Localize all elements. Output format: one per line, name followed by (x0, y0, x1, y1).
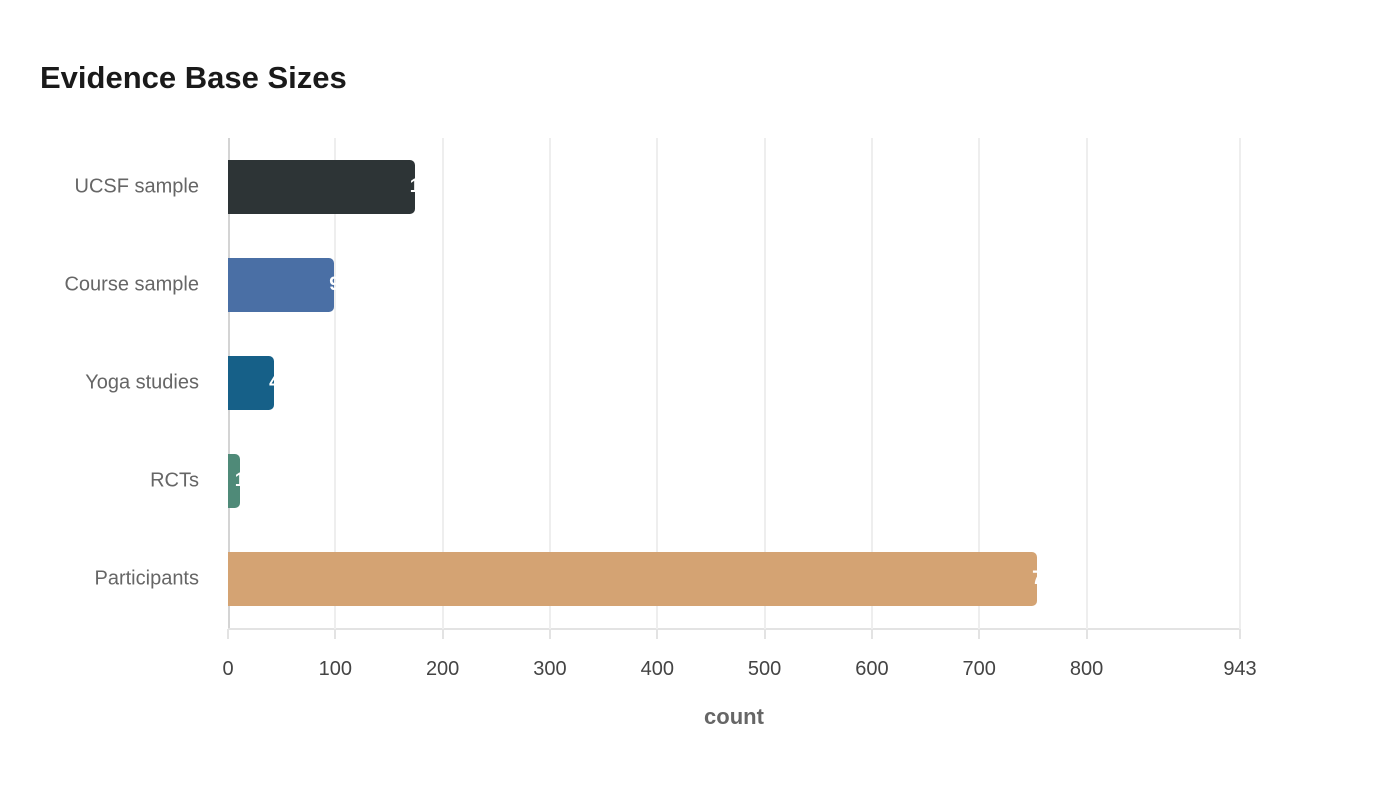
gridline (978, 138, 981, 629)
category-label: UCSF sample (74, 175, 199, 198)
x-tick-label: 0 (222, 658, 234, 680)
bar-yoga-studies: 43 (228, 356, 290, 410)
x-tick (978, 629, 981, 639)
category-label: RCTs (150, 469, 199, 492)
x-tick-label: 200 (425, 658, 460, 680)
bar-course-sample: 99 (228, 258, 350, 312)
bar-value-label: 99 (329, 274, 351, 295)
x-tick-label: 800 (1069, 658, 1104, 680)
gridline (1239, 138, 1241, 629)
x-tick (334, 629, 337, 639)
x-tick (227, 629, 229, 639)
gridline (870, 138, 873, 629)
gridline (334, 138, 337, 629)
x-tick-label: 300 (533, 658, 567, 680)
x-tick-label: 600 (855, 658, 889, 680)
bar-participants: 754 (228, 552, 1064, 606)
x-tick-label: 500 (747, 658, 782, 680)
gridline (763, 138, 766, 629)
x-tick (870, 629, 873, 639)
bar-value-label: 43 (269, 372, 291, 393)
bar-value-label: 754 (1032, 568, 1064, 589)
gridline (656, 138, 659, 629)
category-label: Course sample (64, 273, 199, 296)
x-tick (441, 629, 444, 639)
x-axis-line (228, 628, 1240, 630)
chart-title: Evidence Base Sizes (40, 60, 347, 95)
x-axis-title: count (704, 704, 764, 729)
category-label: Yoga studies (85, 371, 199, 394)
x-tick (763, 629, 766, 639)
x-tick (1239, 629, 1241, 639)
bar-value-label: 11 (234, 470, 255, 491)
x-tick-label: 400 (640, 658, 674, 680)
x-tick (656, 629, 659, 639)
x-tick-label: 700 (962, 658, 996, 680)
bar-rcts: 11 (228, 454, 255, 508)
x-tick-label: 943 (1223, 658, 1257, 680)
x-tick-label: 100 (318, 658, 352, 680)
plot-area: 174 99 43 11 754 (227, 138, 1241, 639)
gridline (1085, 138, 1088, 629)
category-label: Participants (94, 567, 200, 590)
bar-value-label: 174 (409, 176, 442, 197)
gridline (548, 138, 551, 629)
gridline (441, 138, 444, 629)
bar-ucsf-sample: 174 (228, 160, 441, 214)
x-tick (548, 629, 551, 639)
x-tick (1085, 629, 1088, 639)
